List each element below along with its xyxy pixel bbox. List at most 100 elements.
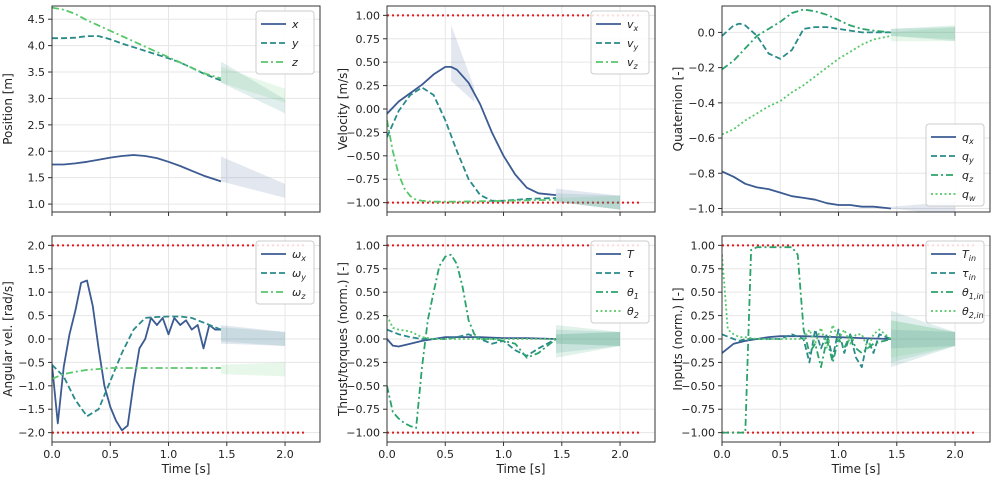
legend-subscript: z	[300, 292, 306, 301]
y-tick-label: −0.50	[681, 380, 715, 393]
axes-frame	[51, 5, 321, 213]
x-tick-label: 0.5	[102, 448, 120, 461]
band-theta1	[555, 324, 621, 358]
x-tick-label: 2.0	[276, 448, 294, 461]
y-tick-label: 0.5	[28, 310, 46, 323]
y-tick-label: 0.00	[356, 103, 381, 116]
series-theta1	[387, 253, 557, 429]
x-tick-label: 0.0	[713, 448, 731, 461]
legend-box	[925, 240, 985, 324]
x-tick-label: 0.5	[772, 448, 790, 461]
y-tick-label: 0.75	[691, 263, 716, 276]
y-tick-label: 0.50	[356, 286, 381, 299]
y-tick-label: 0.00	[691, 333, 716, 346]
y-axis-label: Quaternion [-]	[671, 67, 685, 152]
legend-subscript: y	[968, 156, 974, 165]
y-tick-label: −1.00	[681, 427, 715, 440]
y-tick-label: −0.8	[688, 167, 715, 180]
x-tick-label: 1.5	[553, 448, 571, 461]
series-qz	[722, 8, 892, 71]
legend: vx vy vz	[590, 10, 650, 75]
y-tick-label: 3.0	[28, 92, 46, 105]
y-tick-label: −2.0	[18, 427, 45, 440]
legend-subscript: y	[300, 273, 306, 282]
legend-subscript: in	[969, 273, 976, 282]
band-tauin	[890, 310, 956, 368]
y-tick-label: 0.0	[28, 333, 46, 346]
series-qy	[722, 22, 891, 60]
legend-box	[590, 240, 650, 324]
legend-subscript: x	[300, 254, 306, 263]
legend-label: x	[291, 18, 299, 31]
y-tick-label: 0.0	[698, 26, 716, 39]
band-Tin	[890, 329, 956, 349]
y-tick-label: −1.0	[18, 380, 45, 393]
y-tick-label: −1.00	[346, 427, 380, 440]
y-tick-label: −0.5	[18, 356, 45, 369]
y-tick-label: 0.25	[356, 310, 381, 323]
legend-label: z	[291, 56, 298, 69]
y-tick-label: −0.50	[346, 380, 380, 393]
panel-thrust-torques: 0.0 0.5 1.0 1.5 2.0 −1.00 −0.75 −0.50 −0.25 0.00 0…	[336, 235, 656, 476]
band-theta1in	[890, 320, 956, 363]
plot-area	[722, 8, 956, 212]
y-tick-label: −0.4	[688, 97, 715, 110]
series-qx	[722, 170, 892, 210]
series-Tin	[722, 335, 892, 354]
x-tick-label: 0.0	[378, 448, 396, 461]
series-vx	[387, 66, 557, 196]
y-tick-label: 1.0	[28, 198, 46, 211]
x-tick-label: 0.5	[437, 448, 455, 461]
plot-area	[52, 244, 307, 434]
y-tick-label: 1.00	[691, 239, 716, 252]
x-tick-label: 1.0	[160, 448, 178, 461]
x-tick-label: 2.0	[611, 448, 629, 461]
y-tick-label: −0.6	[688, 132, 715, 145]
legend-subscript: 2	[634, 311, 639, 320]
band-qz	[890, 25, 956, 40]
series-T	[387, 336, 557, 348]
legend: xyz	[255, 10, 315, 75]
x-tick-label: 1.5	[218, 448, 236, 461]
x-axis-label: Time [s]	[831, 462, 881, 476]
band-qw	[890, 27, 956, 42]
y-tick-label: −1.5	[18, 403, 45, 416]
band-vx	[451, 24, 475, 102]
panel-angular-velocity: 0.0 0.5 1.0 1.5 2.0 −2.0 −1.5 −1.0 −0.5 0.0 0.5 1.0…	[1, 235, 321, 476]
y-tick-label: −1.0	[688, 202, 715, 215]
panel-position: 1.0 1.5 2.0 2.5 3.0 3.5 4.0 4.5 Position [m] xyz	[1, 5, 321, 216]
panel-quaternion: −1.0 −0.8 −0.6 −0.4 −0.2 0.0 Quaternion [-] qx q…	[671, 5, 991, 216]
legend-label: qy	[962, 150, 974, 165]
y-tick-label: 1.5	[28, 263, 46, 276]
plot-area	[722, 244, 977, 434]
legend-box	[925, 123, 985, 207]
y-tick-label: −0.25	[681, 356, 715, 369]
band-wy	[220, 327, 286, 346]
y-tick-label: 2.0	[28, 145, 46, 158]
y-tick-label: 0.50	[356, 56, 381, 69]
x-tick-label: 0.0	[43, 448, 61, 461]
panel-velocity: −1.00 −0.75 −0.50 −0.25 0.00 0.25 0.50 0.75 1.00…	[336, 5, 656, 216]
legend-subscript: 1,in	[969, 292, 984, 301]
series-wz	[52, 367, 221, 380]
legend-label: qz	[962, 169, 974, 184]
y-axis-label: Velocity [m/s]	[336, 68, 350, 150]
series-wy	[52, 315, 222, 418]
band-vx	[555, 188, 621, 210]
y-tick-label: 0.25	[691, 310, 716, 323]
y-tick-label: 2.0	[28, 239, 46, 252]
series-wx	[52, 279, 221, 432]
legend-label: τ	[627, 267, 634, 280]
series-z	[52, 6, 222, 80]
y-tick-label: 0.00	[356, 333, 381, 346]
legend-subscript: x	[968, 137, 974, 146]
x-tick-label: 1.5	[888, 448, 906, 461]
legend-label: vy	[627, 37, 639, 52]
legend-subscript: z	[968, 175, 974, 184]
legend-subscript: w	[969, 194, 976, 203]
y-tick-label: 4.5	[28, 13, 46, 26]
x-tick-label: 1.0	[830, 448, 848, 461]
legend: Tτ θ1 θ2	[590, 240, 650, 324]
